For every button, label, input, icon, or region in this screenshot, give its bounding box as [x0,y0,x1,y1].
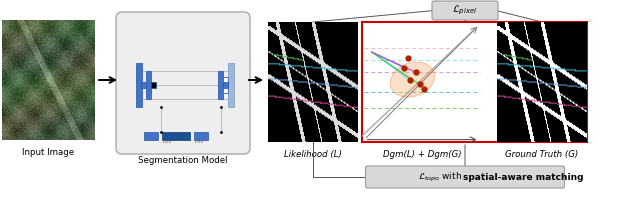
Bar [194,132,208,140]
Bar [228,63,234,107]
Text: 0.5x: 0.5x [195,140,204,144]
Bar [223,77,228,93]
Bar [141,82,146,88]
Bar [223,82,228,88]
Text: Input Image: Input Image [22,148,75,157]
Text: $\mathcal{L}_{pixel}$: $\mathcal{L}_{pixel}$ [452,4,477,17]
FancyBboxPatch shape [365,166,564,188]
Bar [162,132,190,140]
Bar [151,82,156,88]
Bar [218,71,223,99]
Bar [136,63,142,107]
Text: 0.5x: 0.5x [163,140,172,144]
Text: $\mathcal{L}_{topo}$ with: $\mathcal{L}_{topo}$ with [419,170,463,184]
Text: Likelihood (L): Likelihood (L) [284,150,342,159]
Text: spatial-aware matching: spatial-aware matching [463,173,584,181]
Text: Dgm(L) + Dgm(G): Dgm(L) + Dgm(G) [383,150,461,159]
Ellipse shape [390,62,435,97]
FancyBboxPatch shape [432,1,498,20]
Text: Segmentation Model: Segmentation Model [138,156,228,165]
Bar [362,22,587,142]
Bar [144,132,158,140]
Text: Ground Truth (G): Ground Truth (G) [506,150,579,159]
FancyBboxPatch shape [116,12,250,154]
Bar [146,71,151,99]
